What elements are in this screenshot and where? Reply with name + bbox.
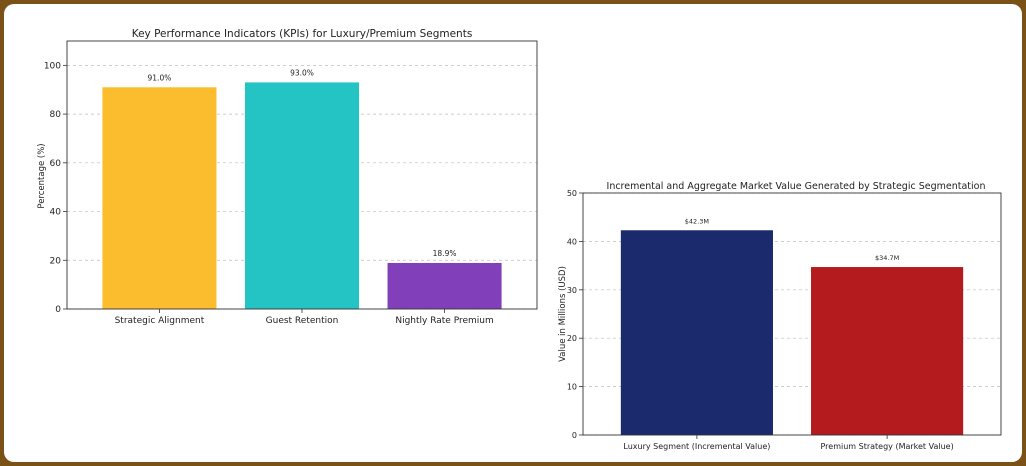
market-value-chart-y-tick-label: 50 [567,189,577,198]
kpi-chart-y-ticks: 0 20 40 60 80 100 [44,61,67,315]
market-value-chart-y-ticks: 0 10 20 30 40 50 [567,189,583,440]
kpi-chart-bar [102,87,217,309]
kpi-chart-data-label: 18.9% [433,249,457,258]
kpi-chart-y-axis-label: Percentage (%) [37,143,47,208]
kpi-chart-bars [102,82,502,309]
market-value-chart: Incremental and Aggregate Market Value G… [558,181,1002,451]
market-value-chart-y-tick-label: 20 [567,334,577,343]
kpi-chart-bar [387,262,502,309]
kpi-chart-x-tick-label: Strategic Alignment [115,316,205,326]
kpi-chart-data-labels: 91.0% 93.0% 18.9% [148,68,457,258]
market-value-chart-bar [620,230,773,435]
kpi-chart-data-label: 91.0% [148,73,172,82]
market-value-chart-y-tick-label: 10 [567,383,577,392]
kpi-chart: Key Performance Indicators (KPIs) for Lu… [37,28,538,326]
market-value-chart-plot-border [582,192,1002,436]
market-value-chart-y-tick-label: 30 [567,286,577,295]
market-value-chart-y-axis-label: Value in Millions (USD) [558,266,568,362]
market-value-chart-title: Incremental and Aggregate Market Value G… [607,181,986,192]
kpi-chart-y-tick-label: 20 [50,256,62,266]
market-value-chart-data-labels: $42.3M $34.7M [685,217,899,262]
kpi-chart-data-label: 93.0% [290,68,314,77]
kpi-chart-plot-border [66,40,538,310]
market-value-chart-x-ticks: Luxury Segment (Incremental Value) Premiu… [623,435,954,451]
market-value-chart-y-tick-label: 40 [567,237,577,246]
kpi-chart-y-tick-label: 100 [44,61,61,71]
kpi-chart-x-tick-label: Nightly Rate Premium [395,316,493,326]
kpi-chart-x-tick-label: Guest Retention [266,316,339,326]
market-value-chart-bar [811,267,964,435]
market-value-chart-x-tick-label: Premium Strategy (Market Value) [820,442,953,451]
kpi-chart-y-tick-label: 40 [50,208,62,218]
market-value-chart-data-label: $34.7M [875,254,899,262]
kpi-chart-y-tick-label: 60 [50,159,62,169]
kpi-chart-bar [244,82,360,309]
market-value-chart-y-tick-label: 0 [572,431,577,440]
kpi-chart-y-tick-label: 0 [55,305,61,315]
kpi-chart-title: Key Performance Indicators (KPIs) for Lu… [132,28,473,40]
market-value-chart-bars [620,230,964,435]
market-value-chart-data-label: $42.3M [685,217,709,225]
market-value-chart-x-tick-label: Luxury Segment (Incremental Value) [623,442,770,451]
kpi-chart-x-ticks: Strategic Alignment Guest Retention Nightl… [115,309,494,326]
kpi-chart-y-tick-label: 80 [50,110,62,120]
